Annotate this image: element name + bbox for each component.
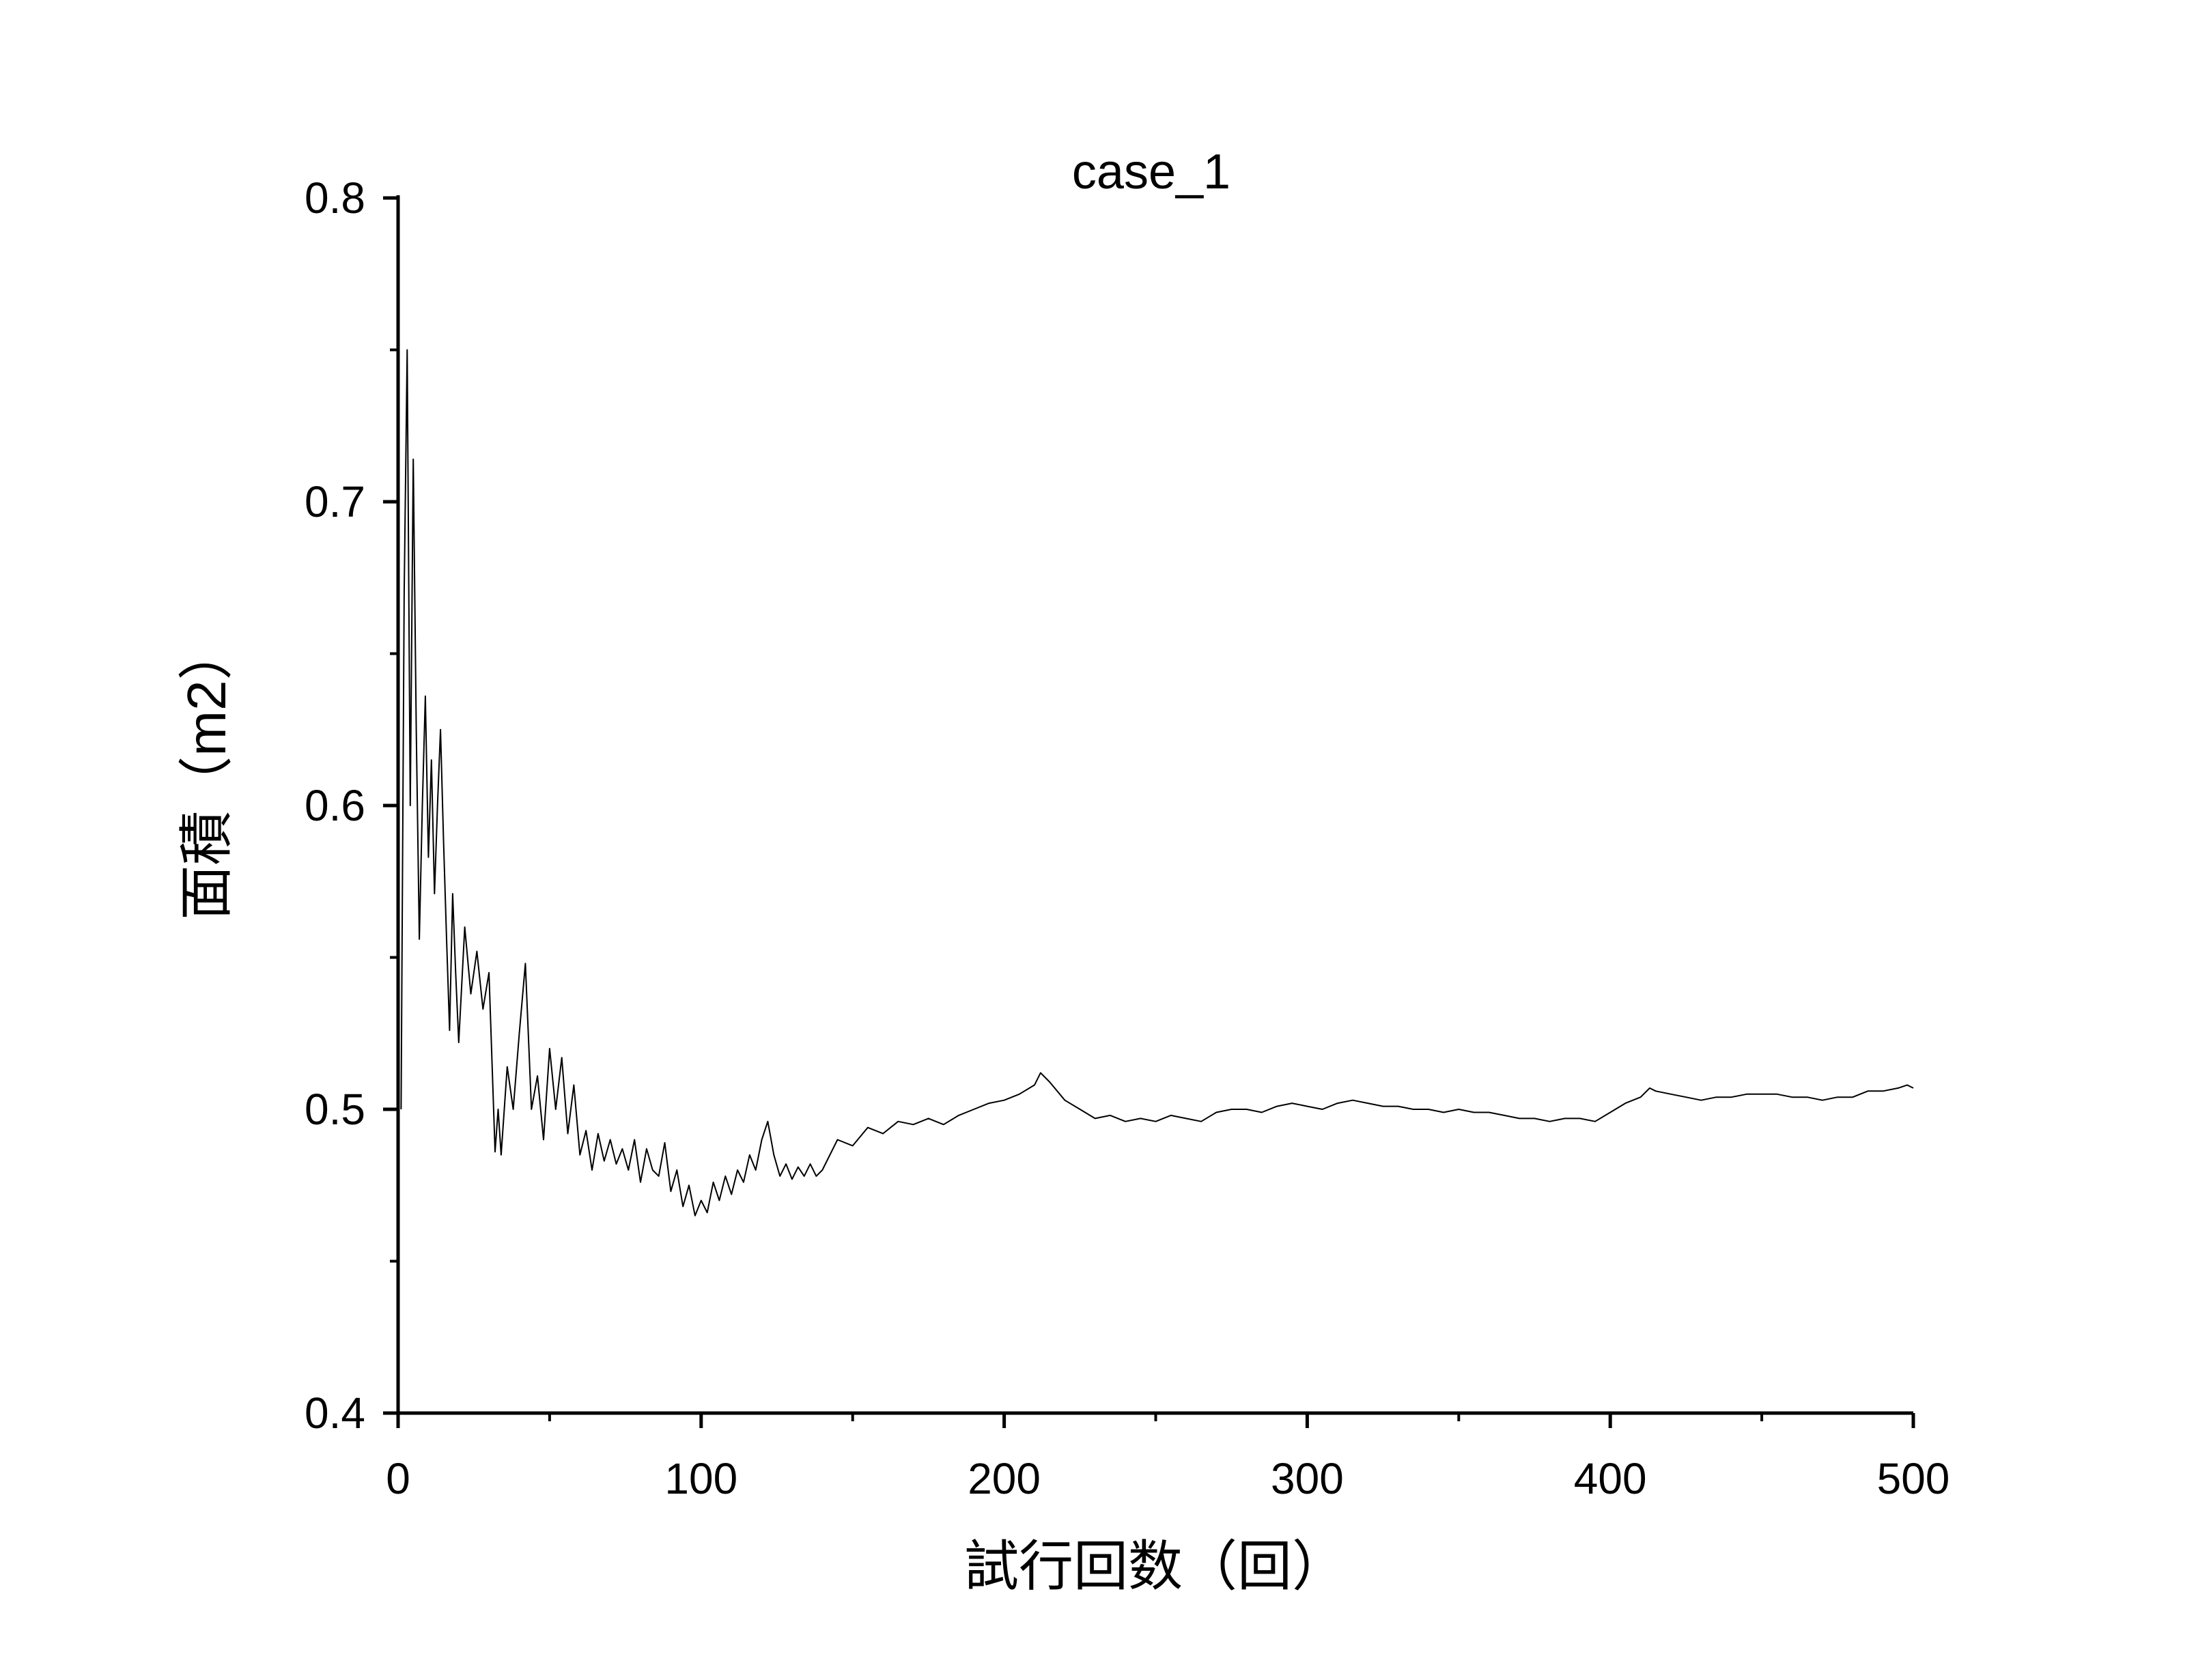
x-tick-label: 200 bbox=[968, 1454, 1041, 1503]
x-axis-title: 試行回数（回） bbox=[964, 1536, 1347, 1597]
y-tick-label: 0.5 bbox=[305, 1085, 365, 1134]
x-tick-label: 0 bbox=[386, 1454, 410, 1503]
y-axis-title: 面積（m2） bbox=[176, 625, 237, 920]
chart-title: case_1 bbox=[1072, 145, 1230, 199]
y-axis-ticks: 0.4 0.5 0.6 0.7 0.8 bbox=[305, 173, 398, 1438]
y-tick-label: 0.8 bbox=[305, 173, 365, 223]
x-tick-label: 500 bbox=[1877, 1454, 1950, 1503]
y-tick-label: 0.7 bbox=[305, 477, 365, 526]
x-tick-label: 400 bbox=[1574, 1454, 1647, 1503]
x-tick-label: 300 bbox=[1271, 1454, 1344, 1503]
y-tick-label: 0.4 bbox=[305, 1389, 365, 1438]
x-axis-ticks: 0 100 200 300 400 500 bbox=[386, 1413, 1949, 1503]
x-tick-label: 100 bbox=[664, 1454, 737, 1503]
series-line bbox=[400, 349, 1914, 1216]
y-tick-label: 0.6 bbox=[305, 781, 365, 830]
plot-area: 0 100 200 300 400 500 0.4 0.5 0.6 0.7 0.8 bbox=[305, 173, 1949, 1503]
